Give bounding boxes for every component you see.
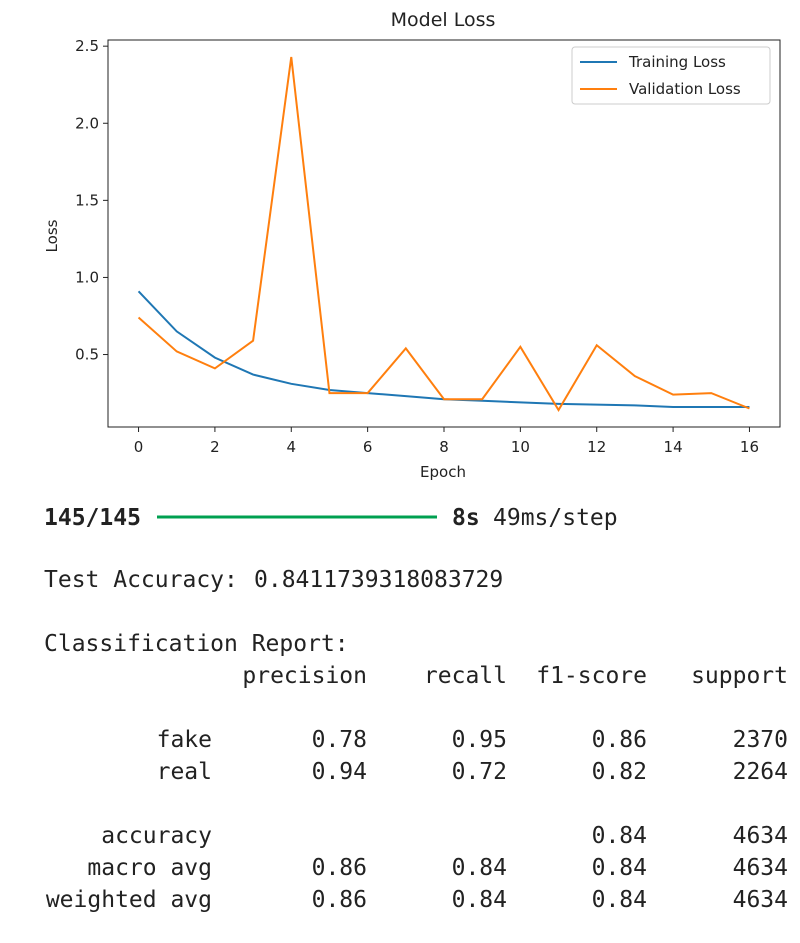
progress-steps: 145/145 xyxy=(44,505,141,531)
x-tick-label: 6 xyxy=(363,438,373,456)
column-header: f1-score xyxy=(536,663,647,689)
x-tick-label: 2 xyxy=(210,438,220,456)
cell: 0.84 xyxy=(592,855,647,881)
legend-box xyxy=(571,46,771,105)
row-label: real xyxy=(157,759,212,785)
column-header: recall xyxy=(424,663,507,689)
cell: 0.84 xyxy=(592,823,647,849)
y-tick-label: 0.5 xyxy=(75,346,99,364)
progress-time: 8s xyxy=(452,505,480,531)
legend-label: Validation Loss xyxy=(629,80,741,98)
x-tick-label: 14 xyxy=(664,438,683,456)
accuracy-value: 0.8411739318083729 xyxy=(254,567,503,593)
cell: 0.86 xyxy=(592,727,647,753)
y-tick-label: 1.5 xyxy=(75,191,99,209)
cell: 0.82 xyxy=(592,759,647,785)
cell: 4634 xyxy=(733,823,788,849)
row-label: fake xyxy=(157,727,212,753)
cell: 0.84 xyxy=(452,855,507,881)
column-header: support xyxy=(691,663,788,689)
x-tick-label: 10 xyxy=(511,438,530,456)
y-tick-label: 1.0 xyxy=(75,268,99,286)
series-line xyxy=(137,56,750,412)
cell: 0.84 xyxy=(452,887,507,913)
y-tick-label: 2.5 xyxy=(75,37,99,55)
x-tick-label: 0 xyxy=(134,438,144,456)
x-tick-label: 12 xyxy=(587,438,606,456)
series-line xyxy=(137,290,750,408)
accuracy-label: Test Accuracy: xyxy=(44,567,238,593)
x-axis-label: Epoch xyxy=(420,463,466,481)
x-tick-label: 16 xyxy=(740,438,759,456)
y-axis-label: Loss xyxy=(43,219,61,252)
cell: 2264 xyxy=(733,759,788,785)
cell: 0.72 xyxy=(452,759,507,785)
y-tick-label: 2.0 xyxy=(75,114,99,132)
cell: 0.95 xyxy=(452,727,507,753)
cell: 0.94 xyxy=(312,759,367,785)
chart-title: Model Loss xyxy=(391,9,496,31)
cell: 0.86 xyxy=(312,855,367,881)
column-header: precision xyxy=(242,663,367,689)
x-tick-label: 8 xyxy=(439,438,449,456)
row-label: macro avg xyxy=(87,855,212,881)
cell: 2370 xyxy=(733,727,788,753)
cell: 0.84 xyxy=(592,887,647,913)
cell: 0.86 xyxy=(312,887,367,913)
report-title: Classification Report: xyxy=(44,631,349,657)
chart: Model Loss Epoch Loss 0 2 4 6 8 10 12 14 16 0.5 1.… xyxy=(43,9,781,481)
legend-label: Training Loss xyxy=(628,53,726,71)
x-tick-label: 4 xyxy=(286,438,296,456)
row-label: weighted avg xyxy=(46,887,212,913)
cell: 0.78 xyxy=(312,727,367,753)
cell: 4634 xyxy=(733,887,788,913)
progress-rate: 49ms/step xyxy=(493,505,618,531)
report-table: precision recall f1-score support fake 0.78 0.… xyxy=(46,663,788,913)
cell: 4634 xyxy=(733,855,788,881)
row-label: accuracy xyxy=(101,823,212,849)
